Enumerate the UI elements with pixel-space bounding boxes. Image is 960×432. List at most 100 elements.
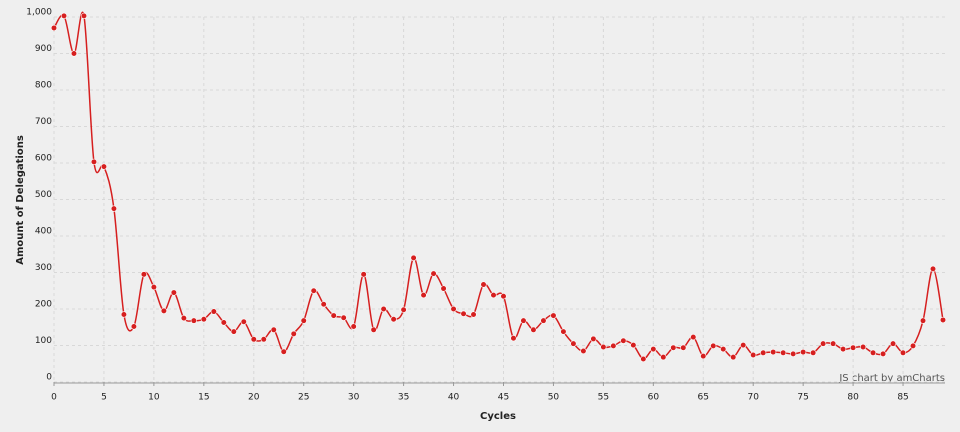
point	[410, 254, 417, 261]
point	[460, 310, 467, 317]
point	[740, 342, 747, 349]
point	[50, 24, 58, 32]
point	[180, 315, 187, 322]
point	[60, 12, 68, 20]
point	[290, 330, 297, 337]
point	[540, 317, 547, 324]
point	[120, 311, 128, 318]
point	[90, 158, 98, 166]
x-tick-label: 55	[598, 393, 609, 403]
point	[110, 205, 118, 212]
point	[570, 340, 577, 347]
point	[670, 344, 677, 351]
point	[210, 308, 217, 315]
x-tick-label: 80	[847, 393, 859, 403]
point	[100, 163, 108, 170]
point	[680, 344, 687, 351]
point	[340, 314, 347, 321]
point	[80, 12, 88, 20]
point	[170, 289, 177, 296]
point	[190, 317, 197, 324]
y-tick-label: 300	[35, 263, 52, 273]
point	[630, 342, 637, 349]
point	[270, 326, 277, 333]
point	[859, 343, 867, 351]
point	[380, 305, 387, 313]
x-tick-label: 40	[448, 393, 460, 403]
point	[200, 316, 207, 323]
point	[770, 348, 777, 356]
x-tick-label: 15	[198, 393, 209, 403]
x-tick-label: 75	[797, 393, 808, 403]
point	[400, 306, 407, 313]
point	[600, 343, 607, 351]
point	[840, 346, 847, 353]
point	[430, 270, 437, 277]
point	[310, 287, 317, 294]
point	[490, 292, 497, 299]
x-tick-label: 25	[298, 393, 309, 403]
x-tick-label: 10	[148, 393, 160, 403]
point	[330, 312, 337, 319]
credit[interactable]: JS chart by amCharts	[838, 373, 945, 384]
point	[750, 351, 757, 359]
y-tick-label: 900	[35, 44, 52, 54]
point	[300, 317, 307, 324]
point	[650, 346, 657, 353]
point	[440, 285, 447, 292]
point	[420, 292, 427, 299]
point	[700, 352, 707, 360]
point	[720, 346, 727, 353]
x-tick-label: 30	[348, 393, 360, 403]
x-tick-label: 50	[548, 393, 560, 403]
y-tick-label: 700	[35, 117, 52, 127]
x-tick-label: 65	[698, 393, 709, 403]
x-tick-label: 5	[101, 393, 107, 403]
point	[160, 307, 167, 314]
point	[830, 340, 837, 347]
point	[370, 326, 377, 333]
point	[70, 50, 78, 57]
point	[919, 317, 927, 324]
point	[590, 335, 597, 343]
point	[879, 350, 887, 357]
point	[710, 342, 717, 349]
point	[730, 354, 737, 361]
point	[610, 342, 617, 349]
x-tick-label: 45	[498, 393, 509, 403]
y-tick-label: 400	[35, 227, 52, 237]
point	[320, 301, 327, 308]
y-axis-label: Amount of Delegations	[15, 135, 26, 265]
point	[150, 284, 157, 291]
x-tick-label: 70	[747, 393, 759, 403]
point	[530, 326, 537, 333]
point	[500, 293, 507, 300]
point	[140, 271, 147, 278]
point	[220, 319, 227, 326]
point	[760, 349, 767, 356]
point	[550, 312, 557, 319]
point	[360, 271, 367, 278]
point	[929, 265, 937, 272]
point	[899, 349, 907, 356]
point	[620, 337, 627, 344]
y-tick-label: 200	[35, 300, 52, 310]
point	[280, 348, 287, 355]
point	[889, 340, 897, 347]
point	[810, 349, 817, 356]
point	[450, 305, 457, 313]
point	[480, 281, 487, 288]
point	[820, 340, 827, 347]
point	[640, 355, 647, 363]
point	[350, 323, 357, 330]
point	[790, 350, 797, 357]
point	[909, 342, 917, 349]
point	[660, 354, 667, 361]
point	[690, 334, 697, 341]
y-tick-label: 800	[35, 81, 52, 91]
point	[250, 336, 257, 343]
y-tick-label: 0	[46, 373, 52, 383]
point	[869, 349, 877, 356]
x-tick-label: 85	[897, 393, 908, 403]
